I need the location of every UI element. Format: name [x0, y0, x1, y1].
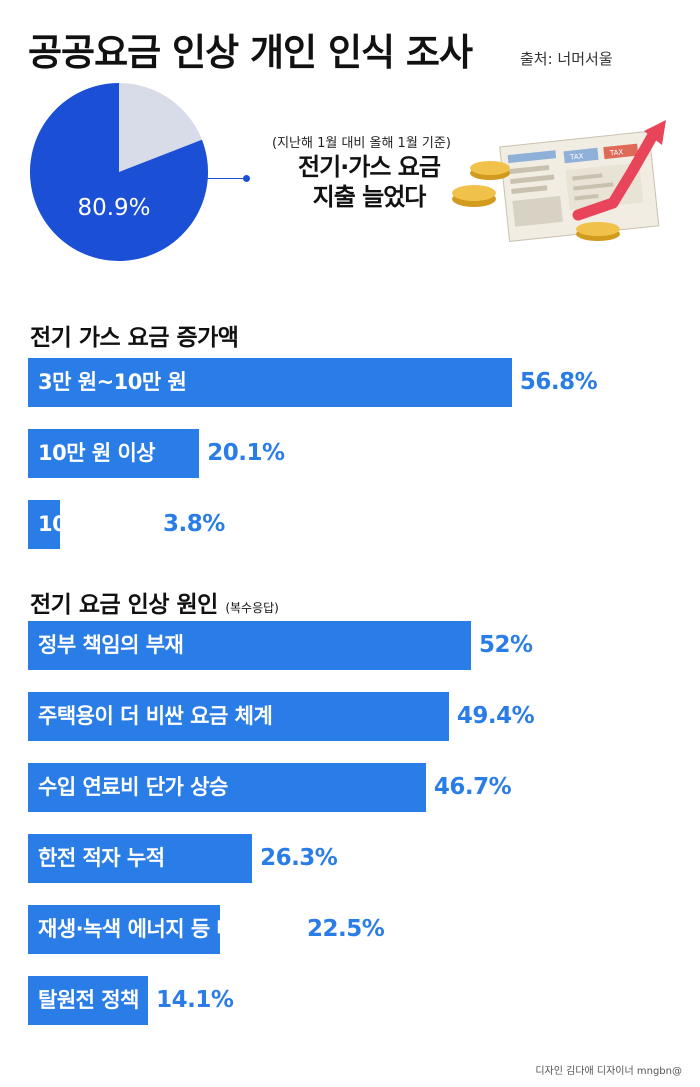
trend-arrow: [572, 129, 659, 221]
increase-bar-value-1: 20.1%: [207, 440, 285, 466]
callout-headline: 전기·가스 요금 지출 늘었다: [264, 152, 474, 212]
tax-bill-illustration: TAX TAX: [452, 120, 666, 243]
cause-bar-value-5: 14.1%: [156, 987, 234, 1013]
bill-document: TAX TAX: [499, 130, 660, 243]
cause-bar-4: [28, 905, 220, 954]
cause-bar-label-2: 수입 연료비 단가 상승: [38, 775, 228, 799]
multiple-response-note: (복수응답): [225, 601, 279, 615]
callout-dot: [243, 175, 250, 182]
cause-bar-5: [28, 976, 149, 1025]
cause-bar-label-3: 한전 적자 누적: [38, 846, 165, 870]
pie-chart: 80.9%: [29, 82, 208, 261]
cause-bar-2: [28, 763, 426, 812]
section-title-causes-text: 전기 요금 인상 원인: [30, 592, 218, 618]
cause-bar-value-3: 26.3%: [260, 845, 338, 871]
increase-bar-label-0: 3만 원~10만 원: [38, 370, 187, 394]
source-note: 출처: 너머서울: [520, 50, 613, 68]
callout-subtitle: (지난해 1월 대비 올해 1월 기준): [272, 136, 451, 151]
cause-bar-label-1: 주택용이 더 비싼 요금 체계: [38, 704, 273, 728]
trend-arrow-head: [644, 120, 666, 145]
increase-bar-value-2: 3.8%: [163, 511, 225, 537]
cause-bar-label-4: 재생·녹색 에너지 등 대안 부재: [38, 917, 299, 941]
design-credit: 디자인 김다애 디자이너 mngbn@: [535, 1066, 682, 1077]
tax-tag-2: TAX: [609, 148, 624, 157]
section-title-increase: 전기 가스 요금 증가액: [30, 325, 239, 351]
cause-bar-label-5: 탈원전 정책: [38, 988, 139, 1012]
increase-bar-0: [28, 358, 512, 407]
cause-bar-3: [28, 834, 253, 883]
cause-bar-value-4: 22.5%: [307, 916, 385, 942]
cause-bar-value-2: 46.7%: [433, 774, 512, 800]
pie-value-label: 80.9%: [77, 195, 150, 221]
callout-connector: [207, 178, 247, 179]
cause-bar-label-0: 정부 책임의 부재: [38, 633, 184, 657]
callout-line-1: 전기·가스 요금: [298, 153, 441, 181]
callout-line-2: 지출 늘었다: [312, 183, 427, 211]
page-title: 공공요금 인상 개인 인식 조사: [28, 31, 473, 74]
cause-bar-value-1: 49.4%: [456, 703, 535, 729]
increase-bar-2: [28, 500, 61, 549]
cause-bar-0: [28, 621, 472, 670]
increase-bar-1: [28, 429, 200, 478]
tax-tag-1: TAX: [569, 152, 584, 161]
section-title-causes: 전기 요금 인상 원인 (복수응답): [30, 585, 279, 619]
increase-bar-label-2: 10만 원 이상: [38, 512, 156, 536]
increase-bar-label-1: 10만 원 이상: [38, 441, 156, 465]
increase-bar-value-0: 56.8%: [519, 369, 598, 395]
cause-bar-value-0: 52%: [479, 632, 533, 658]
pie-slice-main: [29, 82, 208, 261]
cause-bar-1: [28, 692, 449, 741]
coin-right: [576, 222, 620, 241]
coin-stack-left: [452, 161, 510, 207]
